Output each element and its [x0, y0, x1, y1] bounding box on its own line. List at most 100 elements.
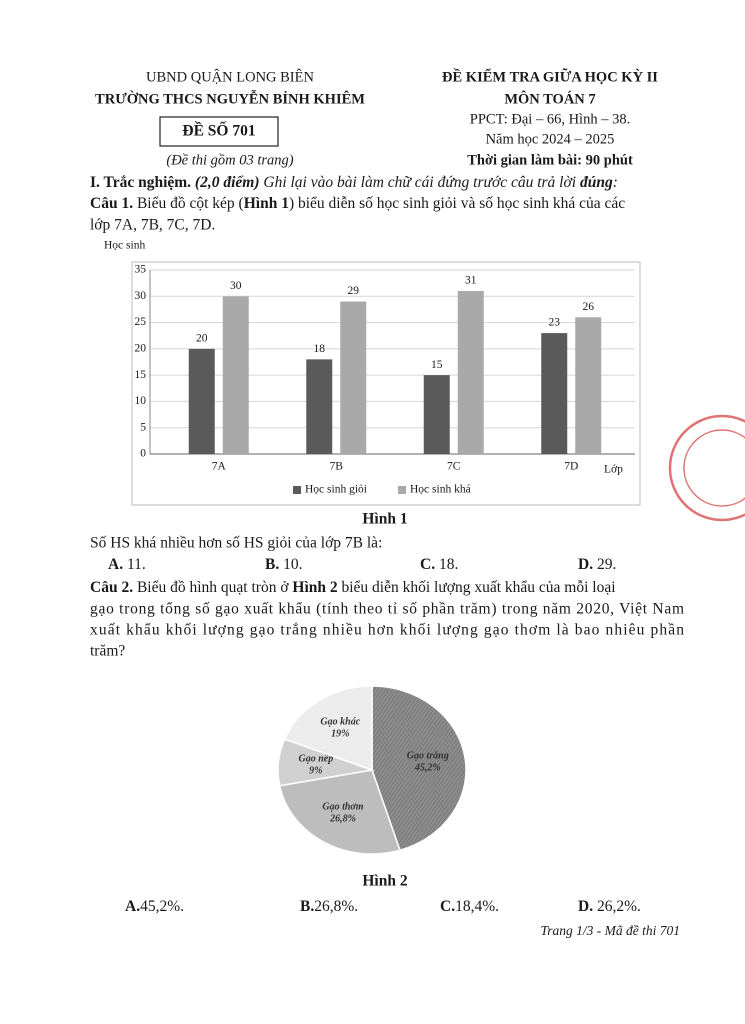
x-tick-label: 7C	[447, 461, 461, 473]
data-label: 20	[196, 332, 208, 344]
stamp	[668, 414, 745, 522]
bar	[222, 296, 249, 454]
school: TRƯỜNG THCS NGUYỄN BỈNH KHIÊM	[95, 89, 365, 107]
q1-line: Câu 1. Biểu đồ cột kép (Hình 1) biểu diễ…	[90, 195, 625, 212]
data-label: 18	[314, 343, 326, 355]
y-tick-label: 15	[135, 369, 147, 381]
data-label: 23	[549, 317, 561, 329]
slice-name: Gạo khác	[320, 717, 360, 728]
q1-figure-ref: Hình 1	[244, 195, 289, 212]
x-tick-label: 7A	[212, 461, 227, 473]
slice-name: Gạo nếp	[298, 754, 333, 765]
x-axis-label: Lớp	[604, 464, 623, 476]
legend-label: Học sinh giỏi	[305, 484, 367, 496]
pie-slice	[283, 685, 373, 772]
pie-slice	[278, 769, 401, 855]
option: B. 10.	[265, 556, 302, 573]
q2-text: biểu diễn khối lượng xuất khẩu của mỗi l…	[338, 579, 617, 596]
data-label: 26	[583, 301, 595, 313]
q2-line: trăm?	[90, 643, 125, 660]
option-text: 11.	[123, 556, 146, 573]
section-end: :	[613, 174, 618, 191]
q1-text: Biểu đồ cột kép (	[133, 195, 244, 212]
section-emphasis: đúng	[580, 174, 613, 191]
slice-name: Gạo thơm	[322, 802, 363, 813]
option-text: 18,4%.	[455, 898, 499, 915]
q1-line: lớp 7A, 7B, 7C, 7D.	[90, 217, 215, 234]
options: A. 11. B. 10. C. 18. D. 29.	[108, 556, 616, 573]
option: A.45,2%.	[125, 898, 184, 915]
x-tick-label: 7D	[564, 461, 578, 473]
section-line: I. Trắc nghiệm. (2,0 điểm) Ghi lại vào b…	[90, 174, 618, 191]
data-label: 29	[348, 285, 360, 297]
option-text: 45,2%.	[140, 898, 184, 915]
option: C.18,4%.	[440, 898, 499, 915]
bar	[457, 291, 484, 454]
option: D. 29.	[578, 556, 616, 573]
q2-figure-ref: Hình 2	[292, 579, 337, 596]
legend-label: Học sinh khá	[410, 484, 471, 496]
bar	[340, 301, 367, 454]
subject: MÔN TOÁN 7	[504, 90, 595, 107]
q1-label: Câu 1.	[90, 195, 133, 212]
q1-text: ) biểu diễn số học sinh giỏi và số học s…	[289, 195, 625, 212]
pages-note: (Đề thi gồm 03 trang)	[166, 152, 293, 168]
data-label: 15	[431, 359, 443, 371]
option-text: 10.	[279, 556, 302, 573]
bar	[575, 317, 602, 454]
option-letter: C.	[440, 898, 455, 915]
x-tick-label: 7B	[330, 461, 344, 473]
y-tick-label: 0	[140, 448, 146, 460]
y-tick-label: 20	[135, 342, 147, 354]
option-letter: A.	[108, 556, 123, 573]
data-label: 30	[230, 280, 242, 292]
y-tick-label: 25	[135, 316, 147, 328]
data-label: 31	[465, 275, 477, 287]
q2-line: xuất khẩu khối lượng gạo trắng nhiều hơn…	[90, 622, 684, 639]
slice-value: 9%	[309, 766, 322, 777]
q1-prompt: Số HS khá nhiều hơn số HS giỏi của lớp 7…	[90, 535, 382, 552]
bar	[188, 348, 215, 454]
exam-time: Thời gian làm bài: 90 phút	[467, 152, 633, 168]
exam-title: ĐỀ KIỂM TRA GIỮA HỌC KỲ II	[442, 67, 658, 85]
section-points: (2,0 điểm)	[191, 174, 259, 191]
option-letter: B.	[300, 898, 314, 915]
slice-value: 26,8%	[329, 814, 356, 825]
option-letter: D.	[578, 898, 593, 915]
y-tick-label: 10	[135, 395, 147, 407]
q2-line: gạo trong tổng số gạo xuất khẩu (tính th…	[90, 601, 684, 618]
figure-caption: Hình 1	[362, 511, 407, 528]
q2-label: Câu 2.	[90, 579, 133, 596]
footer: Trang 1/3 - Mã đề thi 701	[540, 923, 680, 938]
pie-slice	[371, 685, 467, 852]
y-tick-label: 35	[135, 264, 147, 276]
school-year: Năm học 2024 – 2025	[486, 131, 615, 147]
ppct: PPCT: Đại – 66, Hình – 38.	[470, 111, 630, 127]
option-letter: C.	[420, 556, 435, 573]
exam-code: ĐỀ SỐ 701	[182, 122, 255, 140]
option-letter: D.	[578, 556, 593, 573]
slice-value: 45,2%	[414, 763, 441, 774]
bar	[306, 359, 333, 454]
exam-code-box	[159, 116, 279, 147]
y-axis-label: Học sinh	[104, 240, 145, 252]
y-tick-label: 5	[140, 421, 146, 433]
slice-name: Gạo trắng	[407, 751, 449, 762]
option: B.26,8%.	[300, 898, 358, 915]
option-text: 26,8%.	[314, 898, 358, 915]
option-text: 29.	[593, 556, 616, 573]
option-letter: A.	[125, 898, 140, 915]
legend-swatch	[398, 486, 406, 494]
legend-swatch	[293, 486, 301, 494]
option-letter: B.	[265, 556, 279, 573]
option: A. 11.	[108, 556, 146, 573]
option-text: 18.	[435, 556, 458, 573]
option-text: 26,2%.	[593, 898, 641, 915]
q2-text: Biểu đồ hình quạt tròn ở	[133, 579, 292, 596]
bar	[423, 375, 450, 454]
options: A.45,2%. B.26,8%. C.18,4%. D. 26,2%.	[125, 898, 641, 915]
bar	[541, 333, 568, 454]
